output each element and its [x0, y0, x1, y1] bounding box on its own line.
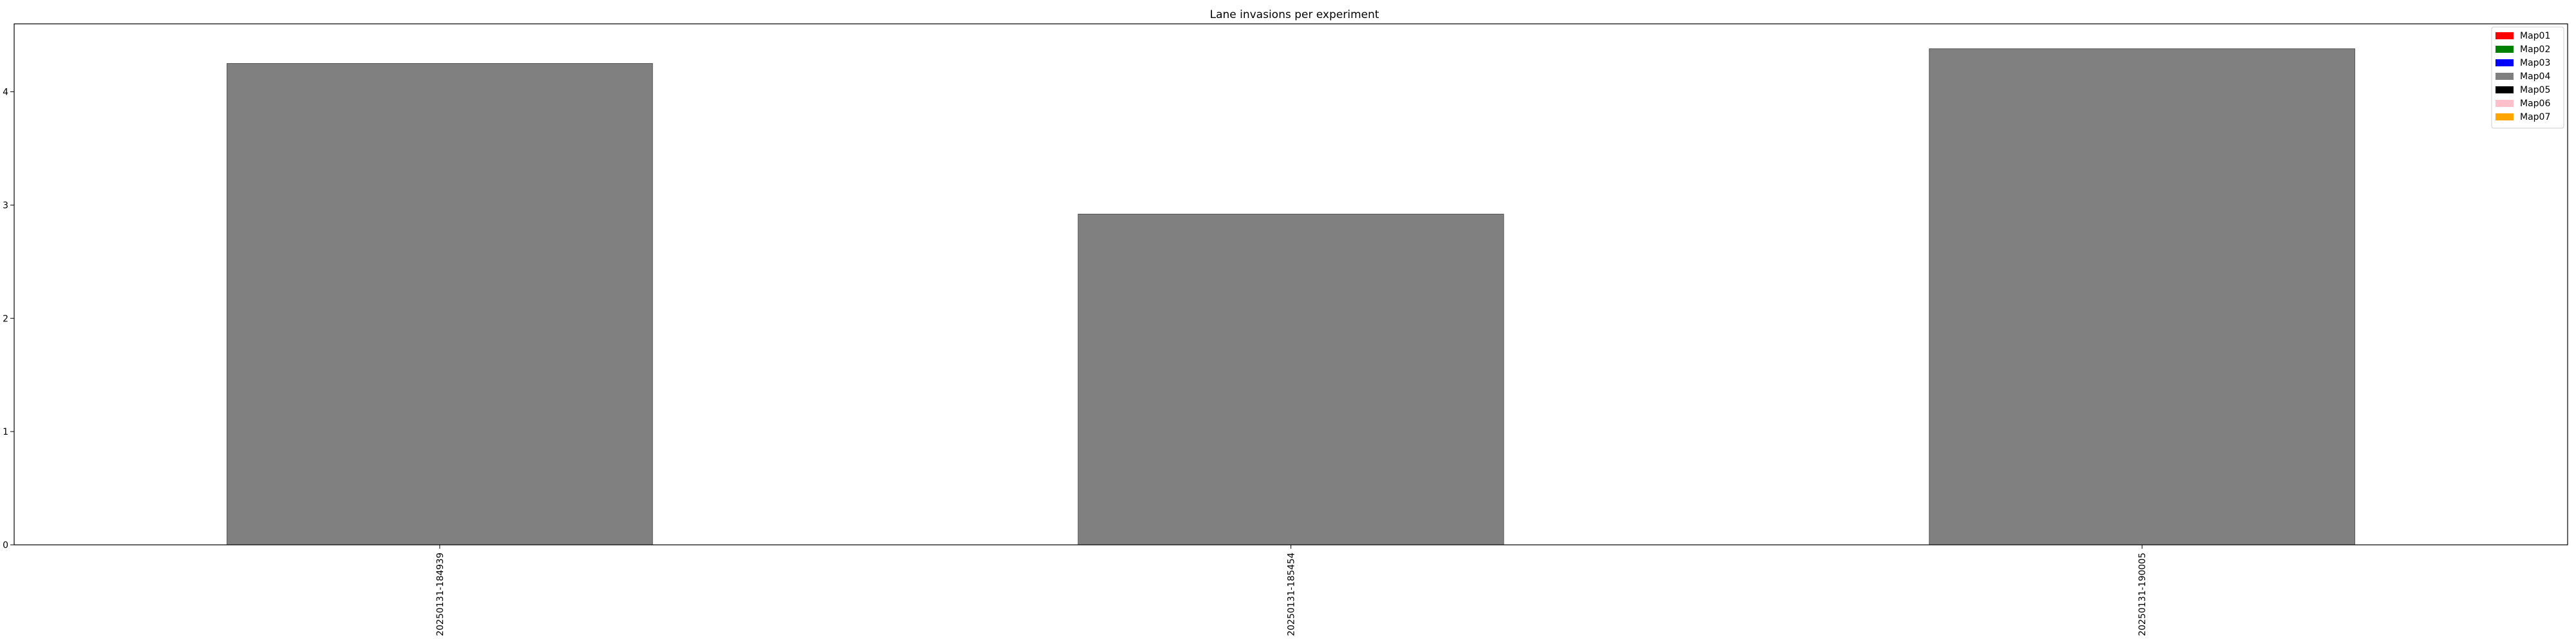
x-tick-label: 20250131-190005: [2137, 553, 2148, 636]
y-tick-label: 2: [3, 314, 8, 324]
legend-label: Map02: [2520, 44, 2550, 55]
bar: [1077, 213, 1504, 545]
legend-label: Map01: [2520, 31, 2550, 41]
y-tick-label: 1: [3, 427, 8, 437]
legend-swatch: [2496, 100, 2514, 107]
legend-swatch: [2496, 113, 2514, 120]
y-axis: 0 1 2 3 4: [3, 88, 14, 551]
x-tick-label: 20250131-185454: [1287, 553, 1297, 636]
chart-title: Lane invasions per experiment: [1210, 8, 1379, 21]
bar: [226, 63, 653, 545]
legend-swatch: [2496, 32, 2514, 39]
legend: Map01 Map02 Map03 Map04 Map05 Map06 Map07: [2491, 26, 2564, 129]
bar: [1929, 48, 2356, 545]
legend-label: Map03: [2520, 58, 2550, 68]
legend-swatch: [2496, 46, 2514, 53]
y-tick-label: 3: [3, 200, 8, 211]
legend-label: Map04: [2520, 71, 2550, 82]
legend-label: Map05: [2520, 85, 2550, 95]
plot-area: [226, 48, 2356, 545]
x-tick-label: 20250131-184939: [435, 553, 446, 636]
axes-frame: [14, 23, 2568, 545]
legend-swatch: [2496, 73, 2514, 80]
legend-swatch: [2496, 59, 2514, 66]
y-tick-label: 4: [3, 88, 8, 98]
legend-swatch: [2496, 86, 2514, 93]
y-tick-label: 0: [3, 540, 8, 551]
legend-label: Map07: [2520, 112, 2550, 122]
x-axis: 20250131-184939 20250131-185454 20250131-1…: [435, 545, 2148, 636]
legend-label: Map06: [2520, 99, 2550, 109]
